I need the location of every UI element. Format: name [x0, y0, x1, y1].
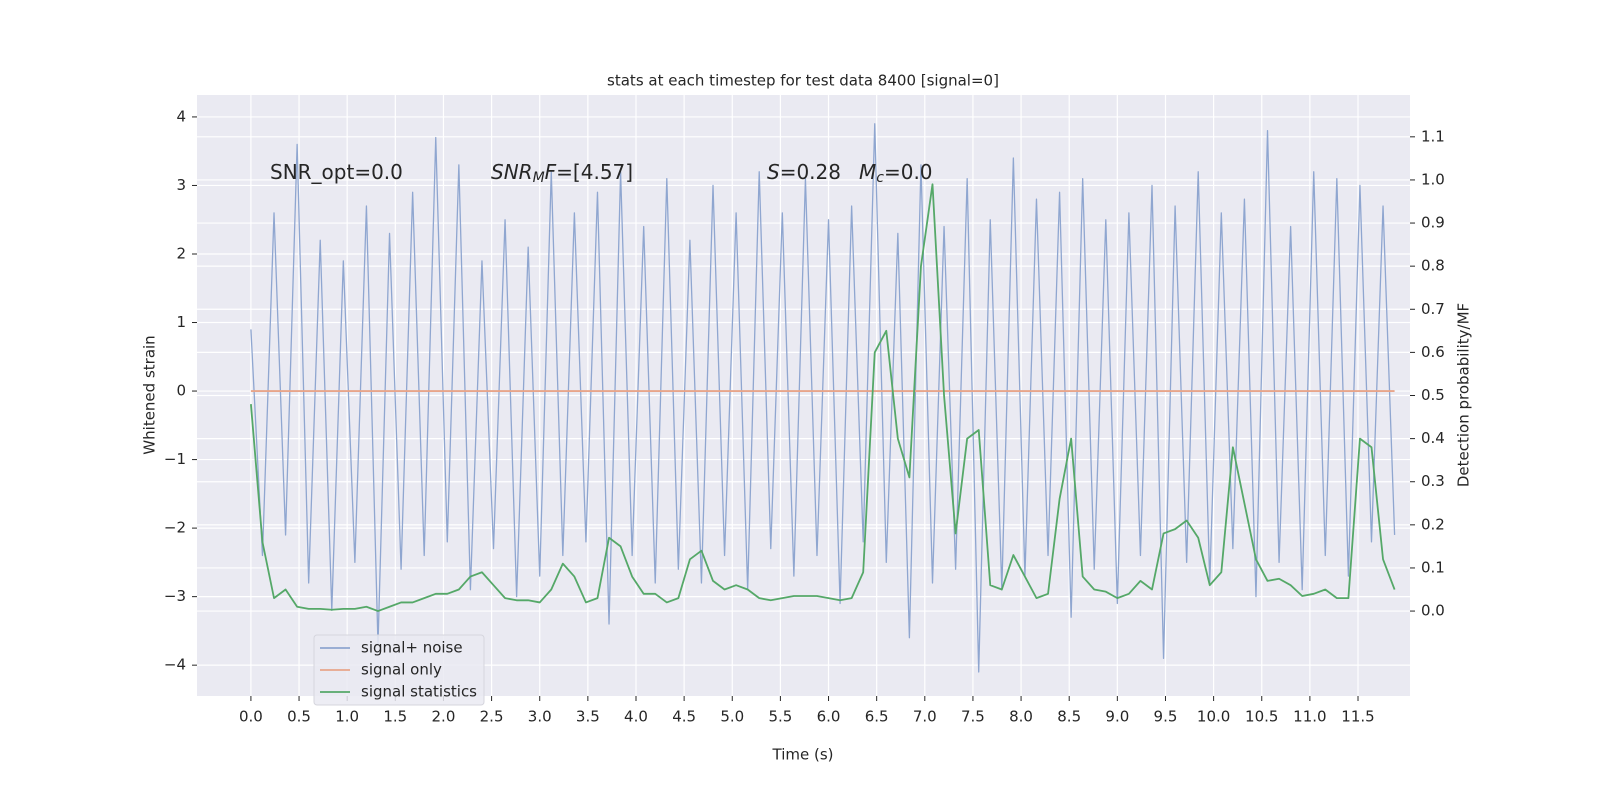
y2-tick-label: 0.8 [1421, 257, 1445, 275]
x-tick-label: 1.5 [383, 708, 407, 726]
annotation-part: =[4.57] [556, 160, 633, 184]
line-series [250, 123, 1396, 673]
y2-axis-label: Detection probability/MF [1455, 303, 1473, 487]
y2-tick-label: 0.0 [1421, 602, 1445, 620]
x-tick-label: 5.0 [720, 708, 744, 726]
y2-tick-label: 0.2 [1421, 515, 1445, 533]
y-tick-label: −1 [164, 450, 186, 468]
x-tick-label: 1.0 [335, 708, 359, 726]
annotation-part: =0.28 [780, 160, 841, 184]
y2-tick-label: 1.1 [1421, 127, 1445, 145]
x-tick-label: 6.5 [865, 708, 889, 726]
x-tick-label: 2.0 [432, 708, 456, 726]
y-tick-label: 1 [176, 313, 186, 331]
x-tick-label: 4.5 [672, 708, 696, 726]
x-tick-label: 8.5 [1057, 708, 1081, 726]
annotation: SNRMF=[4.57] [491, 160, 633, 187]
x-tick-label: 8.0 [1009, 708, 1033, 726]
x-tick-label: 7.0 [913, 708, 937, 726]
annotation-part: S [767, 160, 780, 184]
annotation: S=0.28 [767, 160, 841, 184]
legend: signal+ noise signal only signal statistic… [313, 634, 485, 706]
x-tick-label: 4.0 [624, 708, 648, 726]
y-tick-label: −4 [164, 656, 186, 674]
x-tick-label: 10.0 [1197, 708, 1230, 726]
y2-tick-label: 0.7 [1421, 300, 1445, 318]
y2-tick-label: 0.1 [1421, 558, 1445, 576]
x-tick-label: 6.0 [817, 708, 841, 726]
y-tick-label: −3 [164, 587, 186, 605]
y2-tick-label: 0.6 [1421, 343, 1445, 361]
annotation: SNR_opt=0.0 [270, 160, 403, 184]
y2-tick-label: 0.3 [1421, 472, 1445, 490]
x-tick-label: 5.5 [768, 708, 792, 726]
x-tick-label: 11.5 [1341, 708, 1374, 726]
y-axis-label: Whitened strain [141, 335, 159, 454]
x-tick-label: 9.5 [1154, 708, 1178, 726]
legend-label: signal+ noise [361, 639, 463, 657]
y-tick-label: 3 [176, 176, 186, 194]
legend-label: signal only [361, 661, 442, 679]
x-tick-label: 7.5 [961, 708, 985, 726]
x-tick-label: 0.0 [239, 708, 263, 726]
x-tick-label: 3.0 [528, 708, 552, 726]
y2-tick-label: 1.0 [1421, 170, 1445, 188]
y-tick-label: −2 [164, 519, 186, 537]
annotation-part: SNR [491, 160, 533, 184]
legend-label: signal statistics [361, 683, 477, 701]
x-tick-label: 2.5 [480, 708, 504, 726]
x-tick-label: 9.0 [1105, 708, 1129, 726]
annotation-part: =0.0 [884, 160, 933, 184]
y-tick-label: 2 [176, 244, 186, 262]
y2-tick-label: 0.9 [1421, 214, 1445, 232]
x-tick-label: 3.5 [576, 708, 600, 726]
y-tick-label: 0 [176, 382, 186, 400]
annotation-part: M [533, 170, 545, 186]
annotation-part: SNR_opt=0.0 [270, 160, 403, 184]
legend-box [313, 634, 485, 706]
y2-tick-label: 0.4 [1421, 429, 1445, 447]
x-tick-label: 10.5 [1245, 708, 1278, 726]
annotation-part: M [859, 160, 876, 184]
x-axis-label: Time (s) [772, 746, 834, 764]
chart-title: stats at each timestep for test data 840… [607, 72, 999, 90]
annotation: Mc=0.0 [859, 160, 933, 187]
line-series [250, 183, 1396, 612]
annotation-part: c [876, 170, 884, 186]
y-tick-label: 4 [176, 107, 186, 125]
y2-tick-label: 0.5 [1421, 386, 1445, 404]
x-tick-label: 0.5 [287, 708, 311, 726]
annotation-part: F [545, 160, 557, 184]
x-tick-label: 11.0 [1293, 708, 1326, 726]
